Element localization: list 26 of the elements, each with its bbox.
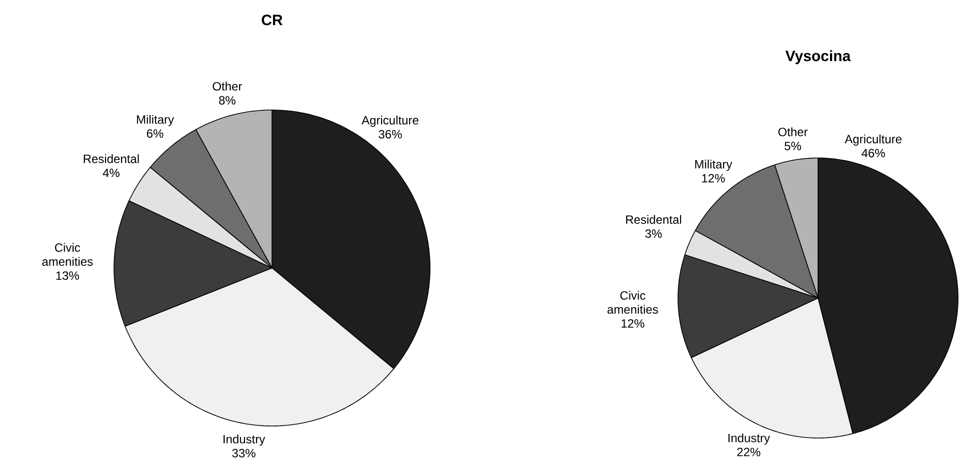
slice-label: Industry <box>224 434 266 446</box>
slice-label: Military <box>695 160 732 171</box>
data-label: 36% <box>378 130 402 139</box>
chart-title: Vysocina <box>785 50 851 64</box>
data-label: 8% <box>219 96 236 105</box>
data-label: 3% <box>645 229 662 238</box>
slice-label: Military <box>137 114 174 126</box>
slice-label: Other <box>212 82 242 91</box>
chart-title: CR <box>262 14 283 26</box>
slice-label: Civic amenities <box>42 243 93 266</box>
data-label: 12% <box>622 319 644 328</box>
slice-label: Other <box>778 127 808 136</box>
data-label: 4% <box>102 168 120 178</box>
slice-label: Agriculture <box>362 116 418 127</box>
data-label: 12% <box>702 174 725 182</box>
slice-label: Industry <box>728 433 770 445</box>
slice-label: Residental <box>84 154 139 164</box>
slice-label: Agriculture <box>844 134 902 146</box>
data-label: 6% <box>146 129 164 138</box>
slice-label: Civic amenities <box>608 290 658 314</box>
data-label: 13% <box>56 271 79 280</box>
data-label: 33% <box>232 448 256 458</box>
slice-label: Residental <box>626 215 682 224</box>
data-label: 46% <box>862 148 885 158</box>
data-label: 5% <box>784 142 802 150</box>
data-label: 22% <box>737 448 760 456</box>
